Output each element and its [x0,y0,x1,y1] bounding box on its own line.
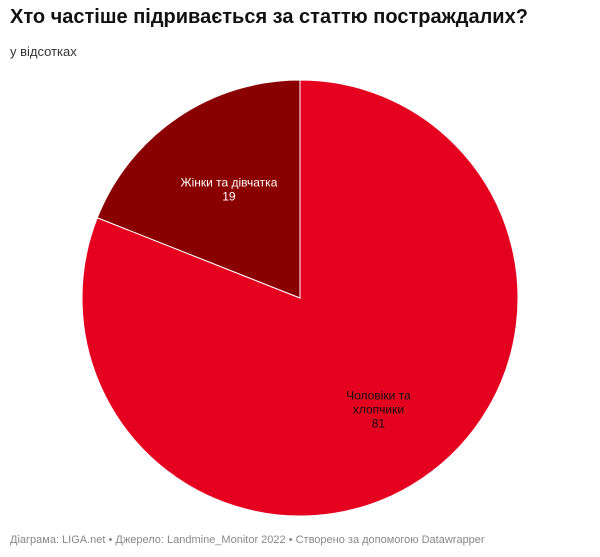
pie-slice [96,79,301,299]
slice-value: 19 [222,189,236,203]
slice-label: Жінки та дівчатка 19 [180,175,277,203]
slice-label-line: Жінки та дівчатка [180,175,277,189]
chart-title: Хто частіше підривається за статтю постр… [10,6,528,28]
chart-subtitle: у відсотках [10,44,77,59]
slice-value: 81 [372,416,386,430]
chart-footer: Діаграма: LIGA.net • Джерело: Landmine_M… [10,534,485,546]
slice-label-line: хлопчики [353,402,404,416]
slice-label-line: Чоловіки та [346,388,411,402]
slice-label: Чоловіки та хлопчики 81 [346,388,411,430]
